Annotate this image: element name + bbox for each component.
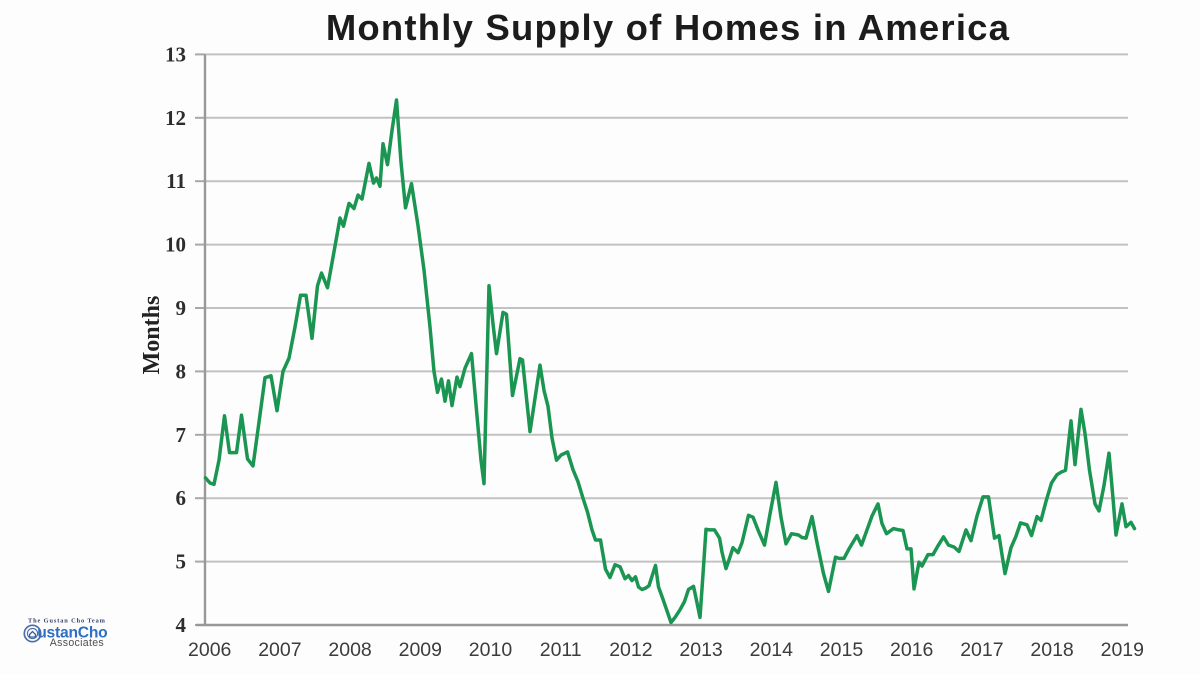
svg-text:2019: 2019 [1101,639,1144,661]
svg-text:2011: 2011 [540,639,582,661]
svg-text:2007: 2007 [258,639,301,661]
svg-text:6: 6 [176,486,187,510]
svg-text:2009: 2009 [399,639,442,661]
svg-text:2016: 2016 [890,639,933,661]
svg-text:10: 10 [165,233,186,257]
svg-text:ustanCho: ustanCho [37,624,107,641]
svg-text:Associates: Associates [50,637,104,649]
svg-text:2014: 2014 [750,639,794,661]
svg-text:Monthly Supply of Homes in Ame: Monthly Supply of Homes in America [326,7,1010,48]
svg-text:Months: Months [139,296,165,375]
svg-text:2013: 2013 [679,639,722,661]
svg-text:12: 12 [165,106,186,130]
svg-text:2015: 2015 [820,639,864,661]
svg-text:2012: 2012 [609,639,652,661]
svg-text:5: 5 [176,550,187,574]
svg-text:9: 9 [176,296,187,320]
svg-text:2008: 2008 [328,639,371,661]
svg-text:The Gustan Cho Team: The Gustan Cho Team [28,618,106,625]
svg-text:2010: 2010 [469,639,513,661]
svg-text:2006: 2006 [188,639,231,661]
svg-text:8: 8 [176,359,187,383]
svg-text:7: 7 [176,423,187,447]
svg-text:2018: 2018 [1030,639,1073,661]
svg-text:4: 4 [176,613,187,637]
svg-text:2017: 2017 [960,639,1003,661]
svg-text:13: 13 [165,42,186,66]
svg-text:11: 11 [166,169,186,193]
